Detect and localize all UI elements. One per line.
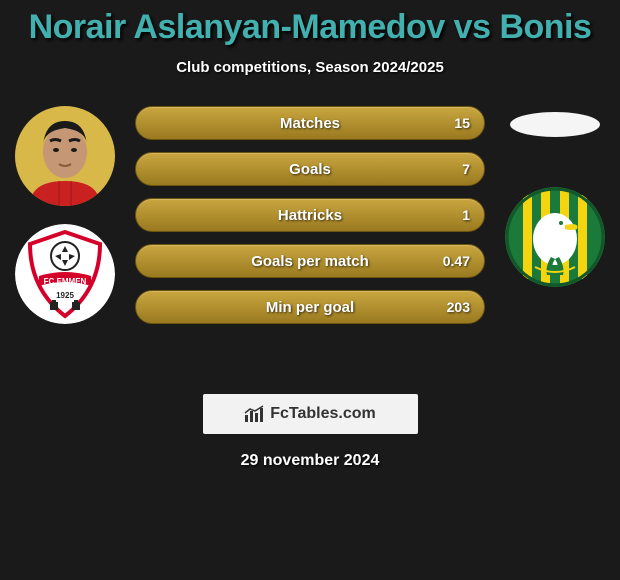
branding-text: FcTables.com	[270, 405, 376, 423]
date-text: 29 november 2024	[0, 452, 620, 470]
svg-text:1925: 1925	[56, 291, 74, 300]
stat-row: Goals 7	[135, 152, 485, 186]
branding-badge: FcTables.com	[203, 394, 418, 434]
svg-text:FC EMMEN: FC EMMEN	[44, 277, 87, 286]
player2-avatar-placeholder	[510, 112, 600, 137]
comparison-content: FC EMMEN 1925	[0, 106, 620, 366]
stat-value: 0.47	[443, 253, 470, 269]
player1-avatar	[15, 106, 115, 206]
player1-club-badge: FC EMMEN 1925	[15, 224, 115, 324]
player1-club-svg: FC EMMEN 1925	[15, 224, 115, 324]
stat-row: Goals per match 0.47	[135, 244, 485, 278]
stats-list: Matches 15 Goals 7 Hattricks 1 Goals per…	[135, 106, 485, 324]
stat-value: 203	[447, 299, 470, 315]
right-player-column	[490, 106, 620, 287]
stat-label: Goals	[289, 161, 331, 178]
stat-value: 1	[462, 207, 470, 223]
stat-row: Matches 15	[135, 106, 485, 140]
stat-label: Min per goal	[266, 299, 354, 316]
chart-icon	[244, 405, 264, 423]
stat-value: 15	[454, 115, 470, 131]
stat-row: Min per goal 203	[135, 290, 485, 324]
left-player-column: FC EMMEN 1925	[0, 106, 130, 324]
stat-value: 7	[462, 161, 470, 177]
player1-avatar-svg	[15, 106, 115, 206]
page-title: Norair Aslanyan-Mamedov vs Bonis	[0, 0, 620, 47]
stat-label: Hattricks	[278, 207, 342, 224]
player2-club-badge	[505, 187, 605, 287]
player2-club-svg	[505, 187, 605, 287]
stat-row: Hattricks 1	[135, 198, 485, 232]
stat-label: Matches	[280, 115, 340, 132]
stat-label: Goals per match	[251, 253, 369, 270]
subtitle: Club competitions, Season 2024/2025	[0, 59, 620, 76]
